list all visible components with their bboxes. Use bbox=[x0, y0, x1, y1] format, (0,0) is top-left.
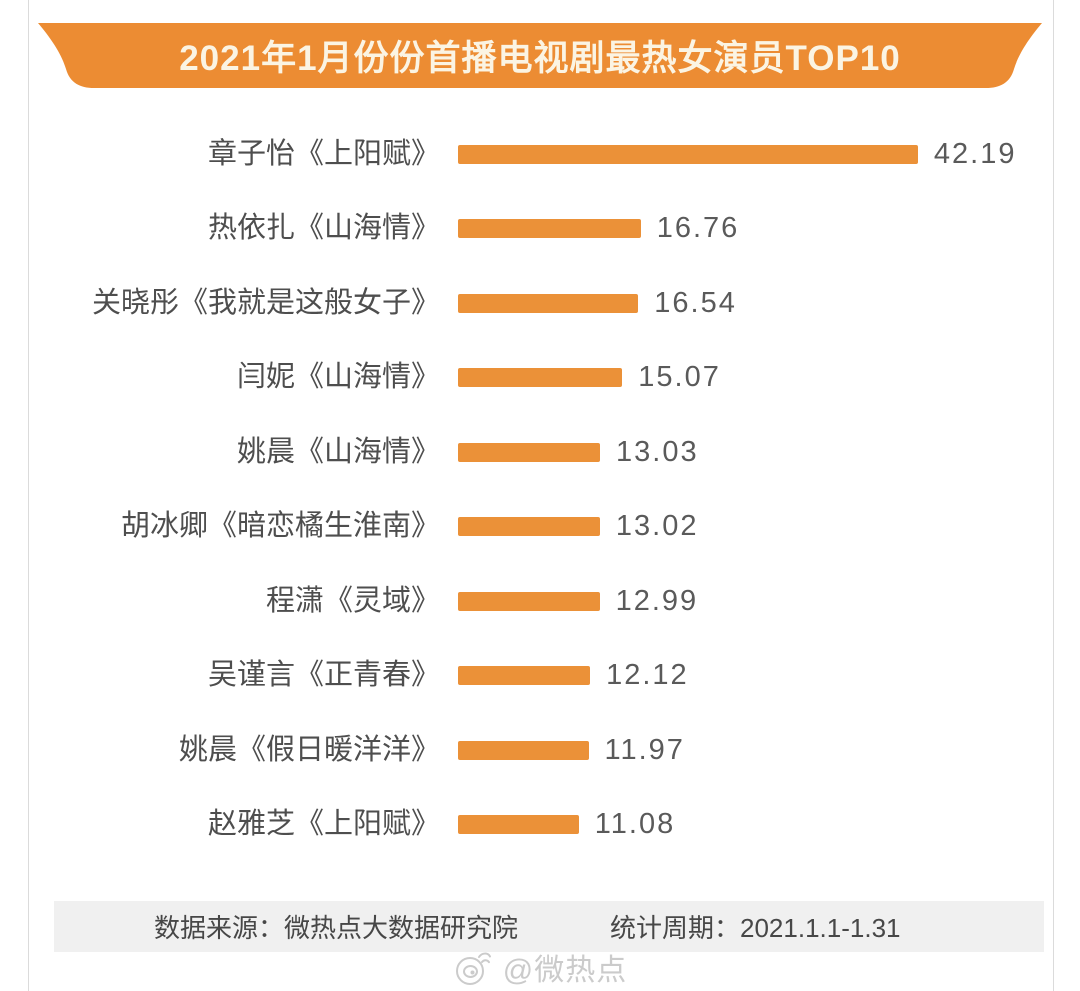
bar bbox=[458, 442, 600, 462]
bar-category-label: 赵雅芝《上阳赋》 bbox=[207, 808, 440, 841]
weibo-doodle-icon bbox=[455, 952, 491, 985]
bar bbox=[458, 293, 639, 313]
chart-row: 章子怡《上阳赋》 42.19 bbox=[0, 117, 1080, 192]
bar-category-label: 热依扎《山海情》 bbox=[207, 212, 440, 245]
bar bbox=[458, 815, 579, 835]
bar-category-label: 程潇《灵域》 bbox=[265, 584, 440, 617]
bar-category-label: 姚晨《假日暖洋洋》 bbox=[178, 733, 440, 766]
page-edge-left bbox=[28, 0, 29, 991]
bar bbox=[458, 144, 918, 164]
bar-category-label: 吴谨言《正青春》 bbox=[207, 659, 440, 692]
bar bbox=[458, 517, 600, 537]
bar-value-label: 16.76 bbox=[656, 212, 740, 245]
stat-period-label: 统计周期：2021.1.1-1.31 bbox=[610, 913, 901, 943]
bar-value-label: 13.02 bbox=[615, 510, 699, 543]
chart-row: 姚晨《假日暖洋洋》 11.97 bbox=[0, 713, 1080, 788]
watermark: @微热点 bbox=[0, 944, 1080, 990]
bar-category-label: 章子怡《上阳赋》 bbox=[207, 137, 440, 170]
chart-row: 胡冰卿《暗恋橘生淮南》 13.02 bbox=[0, 490, 1080, 565]
bar bbox=[458, 368, 623, 388]
page-title: 2021年1月份份首播电视剧最热女演员TOP10 bbox=[179, 39, 901, 78]
chart-row: 关晓彤《我就是这般女子》 16.54 bbox=[0, 266, 1080, 341]
bar bbox=[458, 740, 589, 760]
chart-row: 赵雅芝《上阳赋》 11.08 bbox=[0, 788, 1080, 863]
watermark-text: @微热点 bbox=[502, 954, 628, 987]
data-source-label: 数据来源：微热点大数据研究院 bbox=[154, 913, 519, 943]
bar-value-label: 12.12 bbox=[606, 659, 689, 692]
bar bbox=[458, 591, 600, 611]
bar-value-label: 13.03 bbox=[616, 435, 699, 468]
bar-category-label: 闫妮《山海情》 bbox=[236, 361, 440, 394]
bar-category-label: 姚晨《山海情》 bbox=[236, 435, 440, 468]
bar-value-label: 12.99 bbox=[615, 584, 699, 617]
page-edge-right bbox=[1053, 0, 1054, 991]
footer-bar: 数据来源：微热点大数据研究院 统计周期：2021.1.1-1.31 bbox=[54, 901, 1044, 952]
chart-row: 热依扎《山海情》 16.76 bbox=[0, 192, 1080, 267]
bar-value-label: 11.08 bbox=[594, 808, 676, 841]
bar-value-label: 15.07 bbox=[638, 361, 721, 394]
bar-value-label: 11.97 bbox=[604, 733, 685, 766]
chart-row: 姚晨《山海情》 13.03 bbox=[0, 415, 1080, 490]
chart-row: 程潇《灵域》 12.99 bbox=[0, 564, 1080, 639]
bar-chart: 章子怡《上阳赋》 42.19 热依扎《山海情》 16.76 关晓彤《我就是这般女子》 16… bbox=[0, 117, 1080, 862]
bar-category-label: 胡冰卿《暗恋橘生淮南》 bbox=[120, 510, 440, 543]
chart-row: 吴谨言《正青春》 12.12 bbox=[0, 639, 1080, 714]
bar bbox=[458, 666, 591, 686]
title-banner-ribbon bbox=[38, 23, 1042, 88]
chart-row: 闫妮《山海情》 15.07 bbox=[0, 341, 1080, 416]
bar-value-label: 16.54 bbox=[654, 286, 737, 319]
bar-category-label: 关晓彤《我就是这般女子》 bbox=[91, 286, 440, 319]
bar-value-label: 42.19 bbox=[933, 137, 1017, 170]
bar bbox=[458, 219, 641, 239]
